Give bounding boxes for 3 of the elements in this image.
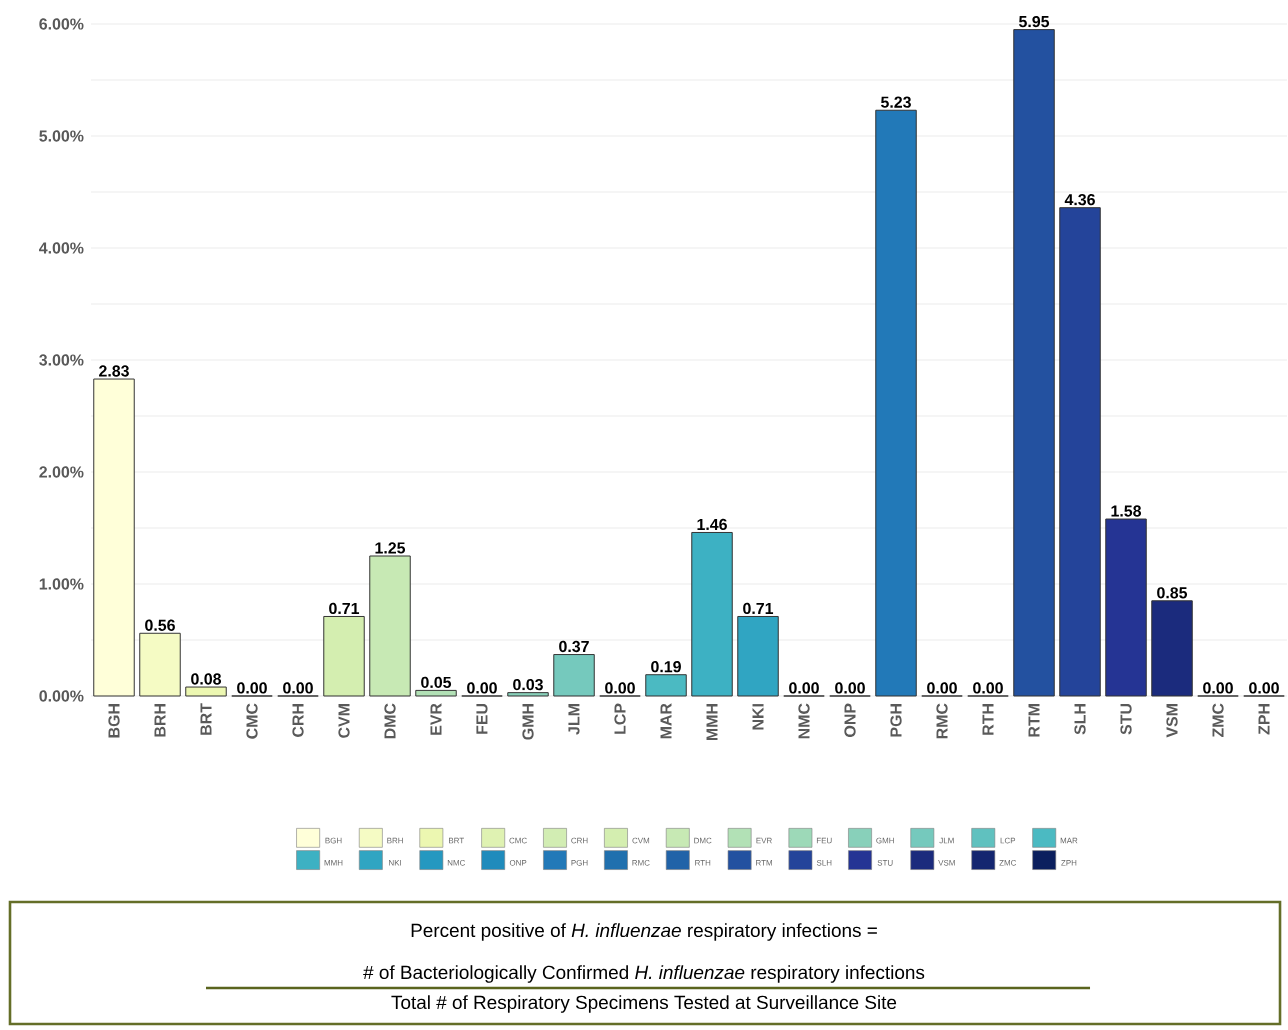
text: # of Bacteriologically Confirmed H. influenzae respiratory infections — [363, 965, 925, 983]
text: Percent positive of H. influenzae respiratory infections = — [411, 923, 877, 941]
text: Total # of Respiratory Specimens Tested at Surveillance Site — [391, 995, 897, 1013]
